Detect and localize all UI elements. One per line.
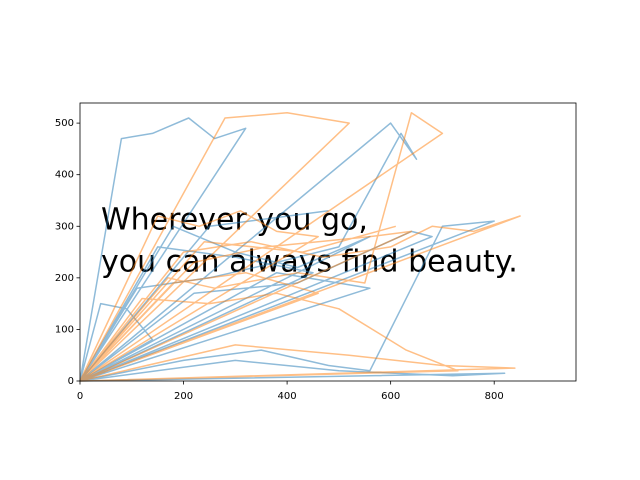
data-line — [79, 117, 506, 382]
x-tick-label: 600 — [381, 391, 400, 402]
y-tick-label: 400 — [55, 170, 74, 181]
y-tick-label: 0 — [68, 376, 74, 387]
y-tick-label: 500 — [55, 118, 74, 129]
y-tick-label: 200 — [55, 273, 74, 284]
plot-frame — [79, 102, 577, 382]
x-tick-label: 0 — [77, 391, 83, 402]
y-tick-label: 300 — [55, 221, 74, 232]
annotation: Wherever you go, — [101, 203, 368, 238]
data-line — [79, 112, 521, 382]
x-tick-label: 200 — [174, 391, 193, 402]
y-tick-label: 100 — [55, 324, 74, 335]
x-tick-label: 400 — [278, 391, 297, 402]
x-tick-label: 800 — [485, 391, 504, 402]
